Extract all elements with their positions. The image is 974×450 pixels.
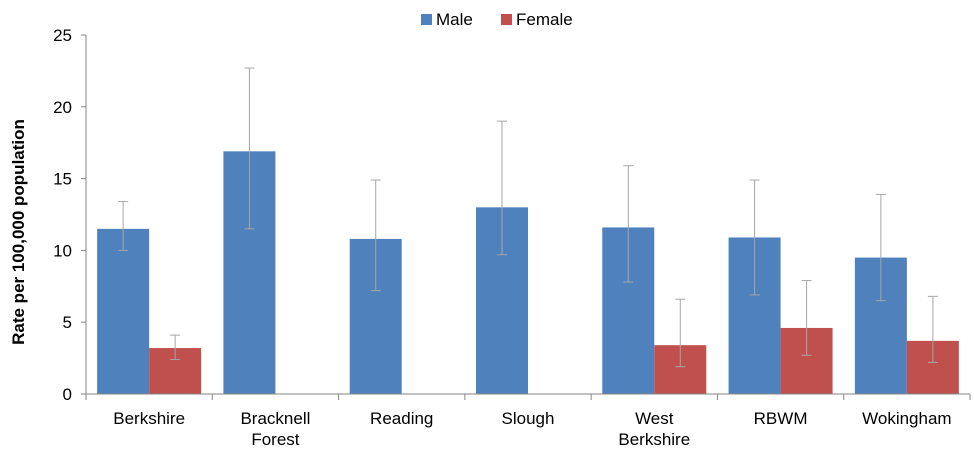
y-tick-label: 10: [53, 241, 72, 260]
chart-legend: Male Female: [421, 10, 573, 29]
y-axis: 0 5 10 15 20 25: [53, 26, 87, 404]
bar-male: [97, 228, 150, 394]
x-tick-label: Berkshire: [113, 409, 185, 428]
x-tick-label: Slough: [502, 409, 555, 428]
error-bars: [118, 67, 938, 368]
y-tick-label: 20: [53, 98, 72, 117]
x-tick-label: Bracknell Forest: [240, 409, 310, 449]
x-tick-label: Wokingham: [862, 409, 951, 428]
x-tick-label: RBWM: [754, 409, 808, 428]
x-axis: Berkshire Bracknell Forest Reading Slough Wes…: [85, 393, 971, 449]
legend-swatch-male: [421, 14, 432, 25]
legend-label-female: Female: [516, 10, 573, 29]
legend-label-male: Male: [436, 10, 473, 29]
y-tick-label: 25: [53, 26, 72, 45]
x-tick-label: West Berkshire: [618, 409, 690, 449]
y-tick-label: 0: [63, 385, 72, 404]
x-tick-label: Reading: [370, 409, 433, 428]
y-tick-label: 15: [53, 170, 72, 189]
y-axis-title: Rate per 100,000 population: [9, 119, 28, 345]
legend-swatch-female: [501, 14, 512, 25]
bars: [97, 151, 959, 394]
y-tick-label: 5: [63, 313, 72, 332]
